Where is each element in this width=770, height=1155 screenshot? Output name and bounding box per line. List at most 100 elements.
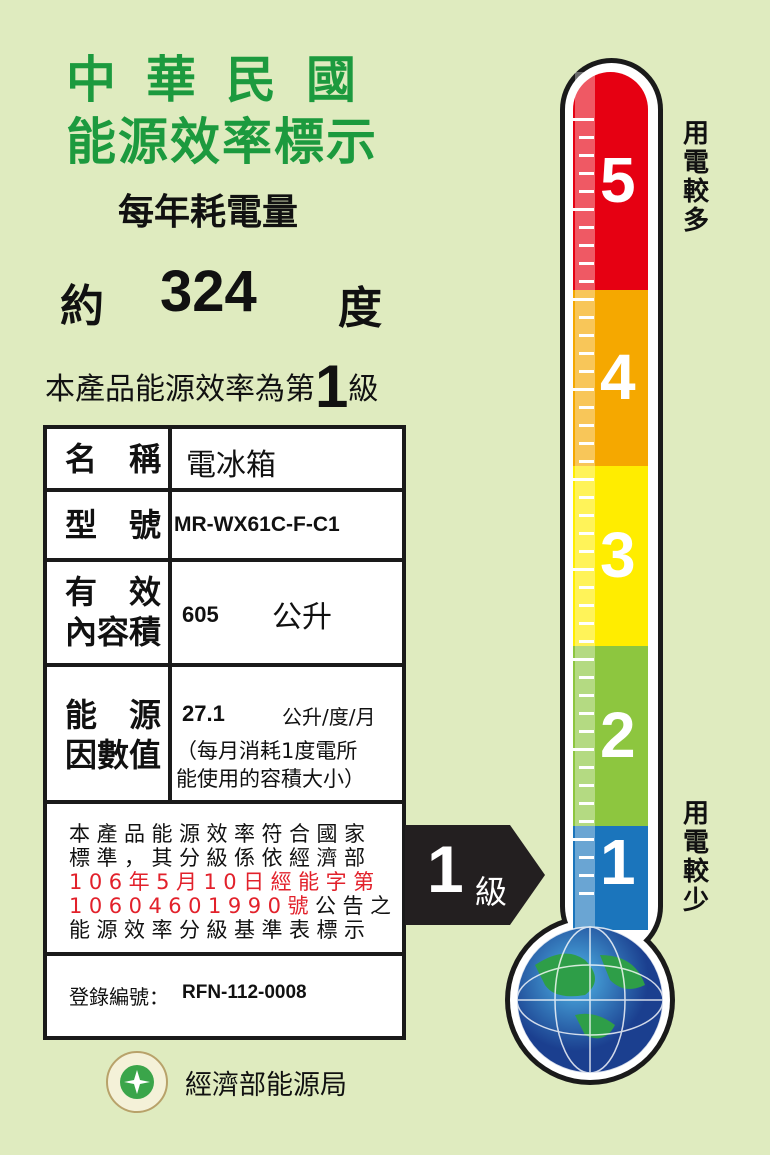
scale-tick xyxy=(579,262,594,265)
registration-number: RFN-112-0008 xyxy=(182,982,307,1003)
factor-label-1: 能 源 xyxy=(65,696,162,734)
scale-tick xyxy=(579,136,594,139)
grade-arrow: 1 級 xyxy=(405,825,545,925)
arrow-grade: 1 xyxy=(427,832,464,906)
notice-line-4: 公告之 xyxy=(314,894,398,918)
scale-tick xyxy=(579,766,594,769)
scale-tick xyxy=(573,118,594,121)
factor-label-cell: 能 源因數值 xyxy=(47,667,168,800)
globe-icon xyxy=(516,926,664,1074)
scale-tick xyxy=(579,730,594,733)
agency-name: 經濟部能源局 xyxy=(185,1070,347,1101)
registration-cell: 登錄編號： RFN-112-0008 xyxy=(47,956,402,1036)
scale-tick xyxy=(579,622,594,625)
scale-tick xyxy=(579,802,594,805)
scale-tick xyxy=(579,190,594,193)
level-5-label: 5 xyxy=(600,144,636,216)
scale-tick xyxy=(579,370,594,373)
level-1-label: 1 xyxy=(600,826,636,898)
level-3-label: 3 xyxy=(600,519,636,591)
scale-tick xyxy=(579,352,594,355)
volume-unit: 公升 xyxy=(272,600,332,635)
scale-tick xyxy=(579,280,594,283)
model-label-cell: 型 號 xyxy=(47,492,168,558)
scale-tick xyxy=(573,388,594,391)
scale-tick xyxy=(573,298,594,301)
more-power-label: 用電較多 xyxy=(683,119,710,236)
model-value: MR-WX61C-F-C1 xyxy=(174,513,340,536)
scale-tick xyxy=(579,460,594,463)
scale-tick xyxy=(579,892,594,895)
scale-tick xyxy=(579,424,594,427)
scale-tick xyxy=(573,658,594,661)
factor-value: 27.1 xyxy=(182,701,225,726)
factor-note-1: （每月消耗1度電所 xyxy=(176,739,358,763)
scale-tick xyxy=(579,676,594,679)
subtitle: 每年耗電量 xyxy=(118,192,299,233)
notice-line-1: 本產品能源效率符合國家 xyxy=(69,822,372,846)
title-line1: 中華民國 xyxy=(66,51,386,109)
scale-tick xyxy=(579,334,594,337)
level-1-segment xyxy=(573,826,648,930)
grade-unit: 級 xyxy=(348,372,379,407)
grade-number: 1 xyxy=(315,353,349,420)
scale-tick xyxy=(579,226,594,229)
name-label-cell: 名 稱 xyxy=(47,429,168,488)
scale-tick xyxy=(579,244,594,247)
factor-unit: 公升/度/月 xyxy=(282,705,376,729)
scale-tick xyxy=(579,586,594,589)
factor-label-2: 因數值 xyxy=(65,736,162,774)
scale-tick xyxy=(579,532,594,535)
notice-line-5: 能源效率分級基準表標示 xyxy=(69,918,372,942)
level-2-label: 2 xyxy=(600,699,636,771)
notice-line-4-red: 10604601990號 xyxy=(69,894,315,918)
scale-tick xyxy=(573,748,594,751)
volume-value: 605 xyxy=(182,602,219,627)
scale-tick xyxy=(579,154,594,157)
scale-tick xyxy=(573,208,594,211)
scale-tick xyxy=(579,784,594,787)
arrow-unit: 級 xyxy=(475,873,508,911)
title-line2: 能源效率標示 xyxy=(66,113,378,171)
volume-label-1: 有 效 xyxy=(65,573,162,611)
level-4-label: 4 xyxy=(600,341,636,413)
factor-note-2: 能使用的容積大小） xyxy=(176,767,365,791)
name-label: 名 稱 xyxy=(65,440,162,478)
scale-tick xyxy=(579,172,594,175)
name-value-cell: 電冰箱 xyxy=(172,429,402,488)
name-value: 電冰箱 xyxy=(186,448,276,483)
scale-tick xyxy=(579,550,594,553)
scale-tick xyxy=(573,838,594,841)
consumption-prefix: 約 xyxy=(60,281,104,332)
scale-tick xyxy=(579,442,594,445)
scale-tick xyxy=(579,712,594,715)
scale-tick xyxy=(579,856,594,859)
factor-value-cell: 27.1 公升/度/月 （每月消耗1度電所 能使用的容積大小） xyxy=(172,667,402,800)
scale-tick xyxy=(579,820,594,823)
volume-label-cell: 有 效內容積 xyxy=(47,562,168,663)
notice-cell: 本產品能源效率符合國家 標準，其分級係依經濟部 106年5月10日經能字第 10… xyxy=(47,804,402,952)
scale-tick xyxy=(579,694,594,697)
level-5-segment xyxy=(573,72,648,290)
scale-tick xyxy=(579,604,594,607)
grade-text: 本產品能源效率為第 xyxy=(45,372,315,407)
bureau-of-energy-logo xyxy=(106,1051,168,1113)
volume-label-2: 內容積 xyxy=(65,613,162,651)
scale-tick xyxy=(579,316,594,319)
consumption-value: 324 xyxy=(160,259,257,324)
scale-tick xyxy=(579,874,594,877)
grade-statement: 本產品能源效率為第1級 xyxy=(45,352,378,421)
scale-tick xyxy=(579,640,594,643)
consumption-unit: 度 xyxy=(338,283,382,334)
registration-label: 登錄編號： xyxy=(69,985,169,1009)
scale-tick xyxy=(573,478,594,481)
scale-tick xyxy=(579,406,594,409)
less-power-label: 用電較少 xyxy=(683,799,710,916)
notice-line-2: 標準，其分級係依經濟部 xyxy=(69,846,372,870)
model-value-cell: MR-WX61C-F-C1 xyxy=(172,492,402,558)
scale-tick xyxy=(573,568,594,571)
volume-value-cell: 605 公升 xyxy=(172,562,402,663)
info-table: 名 稱 電冰箱 型 號 MR-WX61C-F-C1 有 效內容積 605 公升 能… xyxy=(43,425,406,1040)
notice-line-3: 106年5月10日經能字第 xyxy=(69,870,381,894)
scale-tick xyxy=(579,496,594,499)
